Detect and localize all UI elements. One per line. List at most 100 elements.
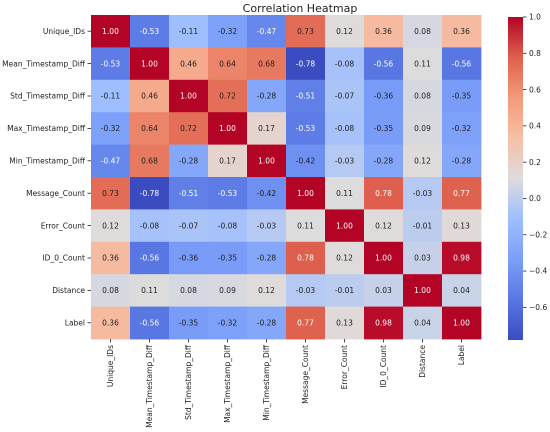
heatmap-cell: [130, 241, 170, 275]
cell-value-label: -0.08: [335, 124, 355, 133]
heatmap-cell: [364, 47, 404, 81]
cell-value-label: 0.12: [336, 27, 353, 36]
cell-value-label: -0.53: [140, 27, 160, 36]
cell-value-label: 0.12: [336, 254, 353, 263]
cell-value-label: -0.28: [179, 157, 199, 166]
x-tick-label: Min_Timestamp_Diff: [262, 344, 271, 421]
y-tick-label: Std_Timestamp_Diff: [10, 92, 86, 101]
heatmap-cell: [247, 79, 287, 113]
heatmap-cell: [91, 306, 131, 340]
cell-value-label: -0.78: [140, 189, 160, 198]
cell-value-label: -0.11: [179, 27, 199, 36]
y-tick-label: Error_Count: [41, 221, 85, 230]
cell-value-label: 0.04: [414, 319, 431, 328]
cell-value-label: -0.56: [452, 59, 472, 68]
cell-value-label: 0.03: [375, 286, 392, 295]
x-tick-label: Unique_IDs: [106, 345, 115, 387]
heatmap-cell: [286, 79, 326, 113]
heatmap-cell: [403, 79, 443, 113]
heatmap-cell: [130, 274, 170, 307]
chart-title: Correlation Heatmap: [243, 2, 358, 15]
cell-value-label: -0.56: [140, 254, 160, 263]
cell-value-label: -0.56: [140, 319, 160, 328]
heatmap-cell: [247, 241, 287, 275]
cell-value-label: 0.11: [141, 286, 158, 295]
cell-value-label: 0.36: [453, 27, 470, 36]
cell-value-label: -0.36: [374, 92, 394, 101]
heatmap-cell: [130, 306, 170, 340]
heatmap-cell: [208, 274, 248, 307]
cell-value-label: -0.03: [296, 286, 316, 295]
heatmap-cell: [403, 274, 443, 307]
heatmap-cell: [169, 209, 209, 243]
cell-value-label: -0.35: [374, 124, 394, 133]
heatmap-cell: [247, 274, 287, 307]
cell-value-label: 0.09: [219, 286, 236, 295]
y-tick-label: Message_Count: [26, 189, 85, 198]
heatmap-cell: [442, 112, 482, 145]
cell-value-label: 0.08: [180, 286, 197, 295]
heatmap-cell: [442, 79, 482, 113]
heatmap-cell: [169, 47, 209, 81]
cell-value-label: 0.03: [414, 254, 431, 263]
cell-value-label: 0.36: [375, 27, 392, 36]
heatmap-cell: [130, 177, 170, 210]
heatmap-cell: [364, 306, 404, 340]
cell-value-label: -0.53: [218, 189, 238, 198]
cell-value-label: 0.46: [141, 92, 158, 101]
cell-value-label: 1.00: [180, 92, 197, 101]
colorbar-tick-label: −0.4: [529, 267, 547, 276]
x-tick-label: ID_0_Count: [379, 345, 388, 388]
heatmap-cell: [286, 15, 326, 48]
heatmap-cell: [364, 79, 404, 113]
heatmap-cell: [442, 209, 482, 243]
cell-value-label: 1.00: [219, 124, 236, 133]
heatmap-cell: [286, 47, 326, 81]
heatmap-cell: [403, 47, 443, 81]
heatmap-cell: [247, 144, 287, 178]
cell-value-label: 0.17: [258, 124, 275, 133]
cell-value-label: 0.36: [102, 254, 119, 263]
heatmap-cell: [325, 306, 365, 340]
x-tick-label: Distance: [418, 345, 427, 378]
cell-value-label: -0.56: [374, 59, 394, 68]
cell-value-label: 1.00: [414, 286, 431, 295]
cell-value-label: 0.13: [336, 319, 353, 328]
cell-value-label: 0.78: [375, 189, 392, 198]
cell-value-label: -0.35: [218, 254, 238, 263]
heatmap-cell: [286, 241, 326, 275]
cell-value-label: 0.17: [219, 157, 236, 166]
y-tick-label: Distance: [52, 286, 85, 295]
heatmap-cell: [130, 79, 170, 113]
cell-value-label: -0.47: [257, 27, 277, 36]
x-tick-label: Std_Timestamp_Diff: [184, 344, 193, 420]
cell-value-label: -0.08: [218, 221, 238, 230]
heatmap-cell: [208, 112, 248, 145]
heatmap-cell: [247, 177, 287, 210]
heatmap-cell: [91, 209, 131, 243]
cell-value-label: 1.00: [453, 319, 470, 328]
cell-value-label: -0.42: [296, 157, 316, 166]
y-tick-label: Mean_Timestamp_Diff: [2, 59, 86, 68]
colorbar-tick-label: 1.0: [529, 13, 541, 22]
heatmap-cell: [91, 241, 131, 275]
cell-value-label: -0.78: [296, 59, 316, 68]
heatmap-cell: [91, 15, 131, 48]
heatmap-cell: [169, 79, 209, 113]
cell-value-label: -0.36: [179, 254, 199, 263]
heatmap-cell: [325, 177, 365, 210]
cell-value-label: 0.98: [375, 319, 392, 328]
heatmap-cell: [130, 47, 170, 81]
cell-value-label: -0.03: [413, 189, 433, 198]
colorbar-ticks: −0.6 −0.4 −0.2 0.0 0.2 0.4 0.6 0.8 1.0: [523, 13, 547, 312]
heatmap-cell: [442, 177, 482, 210]
colorbar: −0.6 −0.4 −0.2 0.0 0.2 0.4 0.6 0.8 1.0: [508, 13, 547, 340]
cell-value-label: 0.11: [414, 59, 431, 68]
cell-value-label: 1.00: [336, 221, 353, 230]
heatmap-cell: [130, 209, 170, 243]
heatmap-cell: [442, 274, 482, 307]
heatmap-cell: [442, 144, 482, 178]
heatmap-cell: [403, 209, 443, 243]
heatmap-cell: [247, 47, 287, 81]
cell-value-label: -0.08: [335, 59, 355, 68]
